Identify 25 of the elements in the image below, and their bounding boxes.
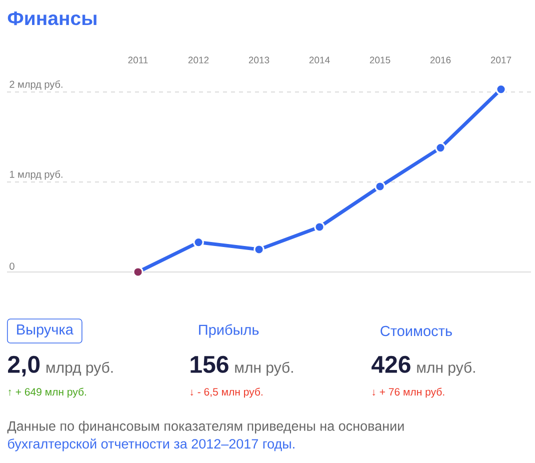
x-tick-label: 2012 <box>188 56 209 64</box>
x-tick-label: 2015 <box>370 56 390 64</box>
text: 156 <box>190 356 228 373</box>
x-tick-label: 2016 <box>430 56 451 64</box>
text: 426 <box>372 356 410 373</box>
text: Выручка <box>17 324 74 338</box>
text: млн руб. <box>417 362 475 376</box>
y-tick-label: 0 <box>10 262 14 270</box>
chart-title: Финансы <box>8 11 96 26</box>
x-tick-label: 2011 <box>128 56 148 64</box>
text: ↓ + 76 млн руб. <box>372 388 444 398</box>
text: Данные по финансовым показателям приведены на основании <box>7 420 404 434</box>
x-tick-label: 2017 <box>490 56 512 64</box>
text: бухгалтерской отчетности за 2012–2017 годы. <box>8 438 294 452</box>
text: Прибыль <box>199 324 259 338</box>
x-tick-label: 2014 <box>309 56 330 64</box>
text: ↓ - 6,5 млн руб. <box>190 388 262 398</box>
x-tick-label: 2013 <box>248 56 270 64</box>
text: Стоимость <box>380 326 452 336</box>
y-tick-label: 1 млрд руб. <box>10 170 62 180</box>
text: млн руб. <box>235 362 293 376</box>
text: 2,0 <box>8 356 40 376</box>
text: млрд руб. <box>46 362 113 376</box>
text: ↑ + 649 млн руб. <box>8 388 86 398</box>
y-tick-label: 2 млрд руб. <box>10 80 62 90</box>
